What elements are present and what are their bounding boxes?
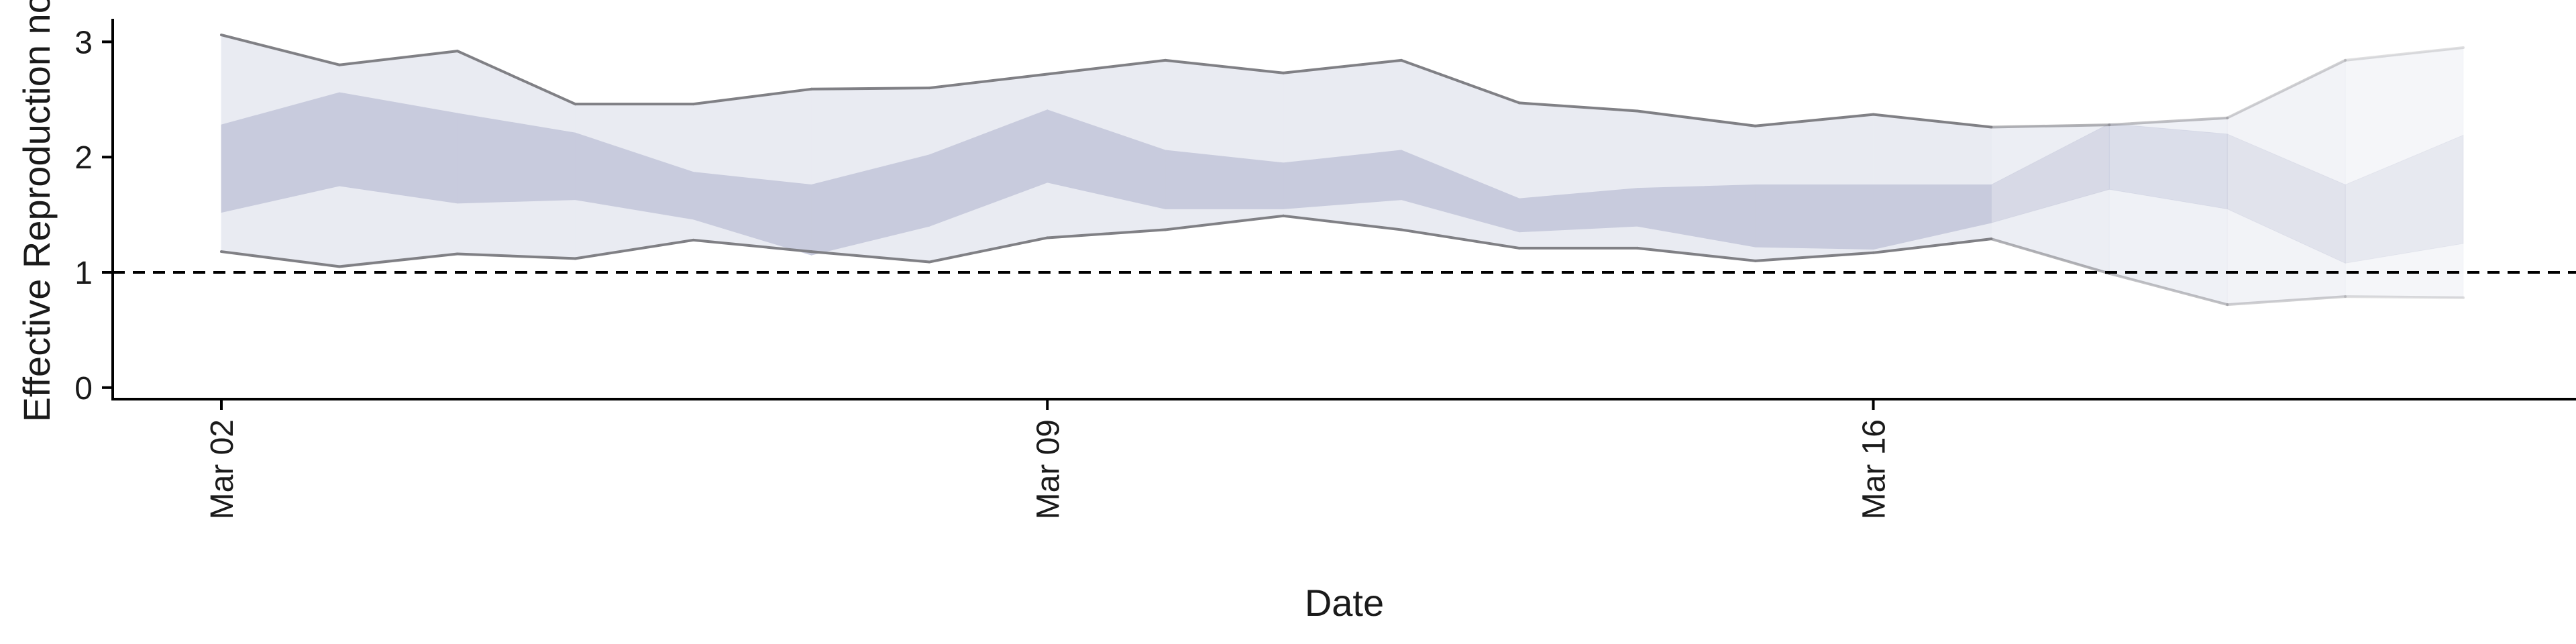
outer-lower-bound-segment (1635, 246, 1757, 262)
outer-upper-bound-segment (810, 87, 931, 91)
outer-lower-bound-segment (1399, 228, 1521, 250)
outer-lower-bound-segment (220, 250, 341, 268)
outer-band-segment (2345, 47, 2464, 299)
outer-upper-bound-segment (1990, 123, 2111, 129)
outer-upper-bound-segment (2226, 58, 2347, 119)
outer-lower-bound-segment (1990, 237, 2111, 275)
outer-lower-bound-segment (1164, 214, 1285, 231)
x-tick-label: Mar 02 (205, 419, 240, 519)
outer-band-segment (2226, 60, 2346, 305)
outer-bound-lines (220, 34, 2465, 307)
outer-upper-bound-segment (455, 50, 577, 106)
outer-upper-bound-segment (692, 87, 813, 106)
outer-upper-bound-segment (1635, 109, 1757, 127)
y-tick-label: 3 (74, 25, 93, 60)
outer-lower-bound-segment (1754, 251, 1875, 262)
outer-upper-bound-segment (2108, 116, 2229, 127)
y-axis-ticks: 0 1 2 3 (74, 25, 113, 407)
outer-upper-bound-segment (1046, 58, 1167, 76)
inner-band-segment (1755, 184, 1874, 250)
outer-upper-bound-segment (2344, 46, 2465, 62)
outer-lower-bound-segment (692, 238, 813, 254)
outer-upper-bound-segment (337, 50, 459, 66)
outer-upper-bound-segment (220, 34, 341, 66)
inner-band-segment (2345, 134, 2464, 264)
outer-lower-bound-segment (810, 250, 931, 264)
outer-upper-bound-segment (1517, 101, 1639, 113)
x-tick-label: Mar 09 (1030, 419, 1066, 519)
y-tick-label: 1 (74, 256, 93, 291)
outer-lower-bound-segment (1046, 228, 1167, 239)
y-tick-label: 2 (74, 140, 93, 176)
y-tick-label: 0 (74, 371, 93, 407)
outer-lower-bound-segment (2108, 272, 2229, 307)
outer-lower-bound-segment (574, 238, 695, 260)
outer-upper-bound-segment (1282, 58, 1403, 74)
outer-lower-bound-segment (455, 252, 577, 260)
outer-upper-bound-segment (1399, 58, 1521, 105)
x-axis-title: Date (1305, 582, 1384, 624)
x-tick-label: Mar 16 (1857, 419, 1892, 519)
outer-lower-bound-segment (2344, 295, 2465, 299)
inner-band-segment (2108, 123, 2228, 209)
outer-lower-bound-segment (1872, 237, 1993, 254)
outer-lower-bound-segment (337, 252, 459, 268)
inner-band-segment (2226, 133, 2346, 264)
outer-upper-bound-segment (1164, 58, 1285, 74)
outer-upper-bound-segment (1754, 113, 1875, 127)
outer-lower-bound-segment (2226, 295, 2347, 307)
y-axis-title: Effective Reproduction no. (15, 0, 58, 422)
outer-lower-bound-segment (928, 236, 1049, 264)
outer-upper-bound-segment (928, 72, 1049, 90)
uncertainty-bands (221, 34, 2464, 305)
outer-upper-bound-segment (1872, 113, 1993, 129)
outer-lower-bound-segment (1282, 214, 1403, 231)
x-axis-ticks: Mar 02 Mar 09 Mar 16 (205, 399, 1892, 519)
